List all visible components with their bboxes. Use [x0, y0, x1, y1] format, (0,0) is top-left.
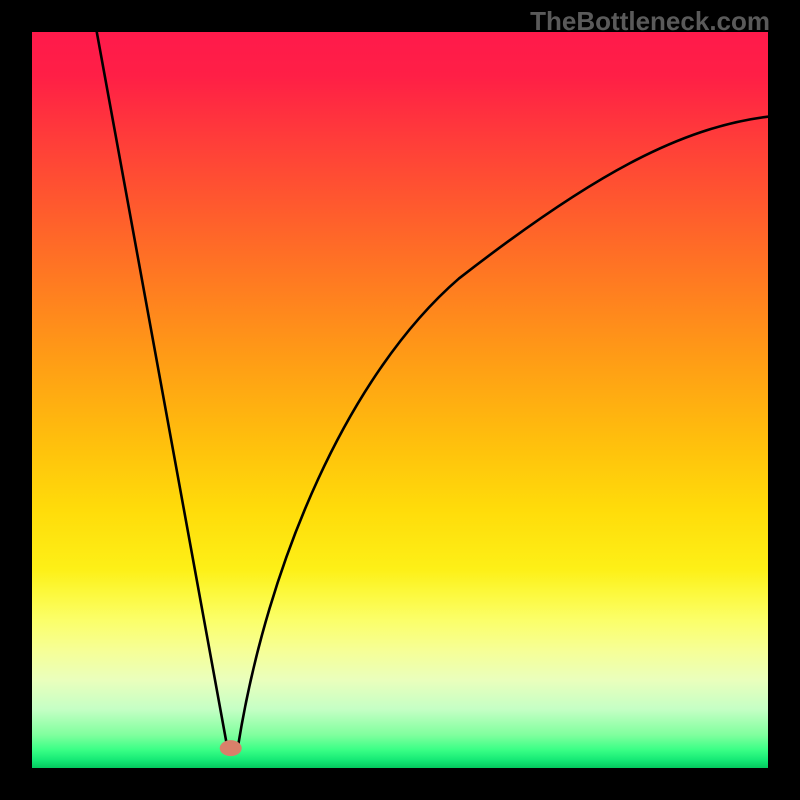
- minimum-marker: [220, 740, 242, 756]
- chart-svg: [32, 32, 768, 768]
- watermark-text: TheBottleneck.com: [530, 6, 770, 37]
- gradient-background: [32, 32, 768, 768]
- plot-area: [32, 32, 768, 768]
